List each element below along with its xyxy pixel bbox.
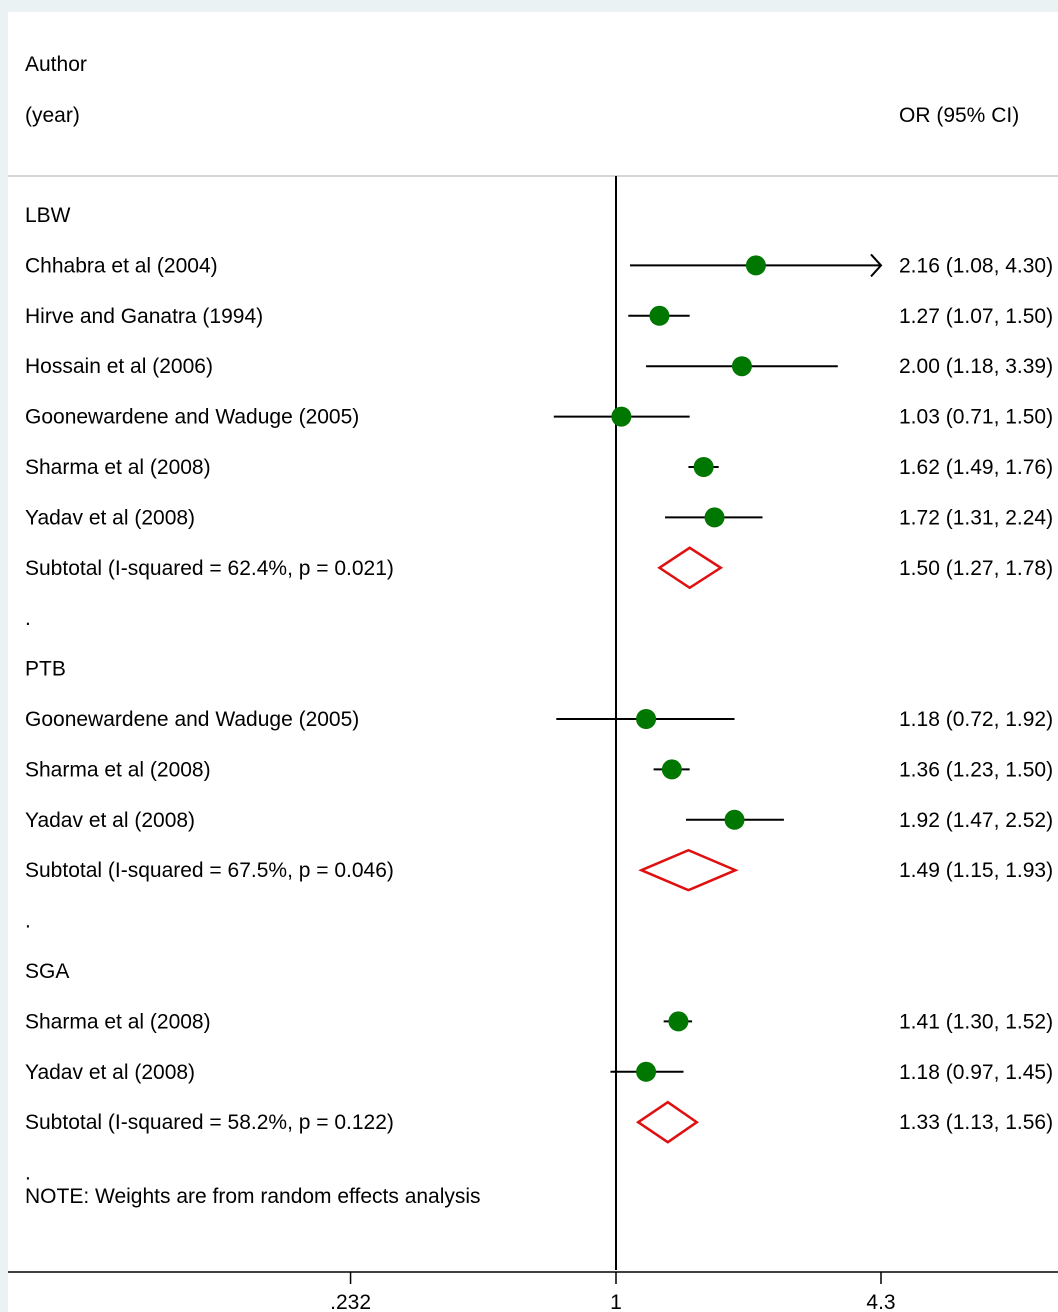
or-ci-value: 1.18 (0.97, 1.45) — [899, 1061, 1053, 1084]
or-ci-value: 2.16 (1.08, 4.30) — [899, 254, 1053, 277]
or-ci-header: OR (95% CI) — [899, 104, 1019, 127]
or-ci-value: 1.41 (1.30, 1.52) — [899, 1010, 1053, 1033]
study-label: Hirve and Ganatra (1994) — [25, 305, 263, 328]
or-ci-value: 1.03 (0.71, 1.50) — [899, 406, 1053, 429]
x-tick-label: 1 — [610, 1291, 622, 1312]
spacer-dot: . — [25, 607, 31, 630]
x-tick-label: .232 — [330, 1291, 371, 1312]
or-ci-value: 1.33 (1.13, 1.56) — [899, 1111, 1053, 1134]
study-label: Sharma et al (2008) — [25, 758, 211, 781]
spacer-dot: . — [25, 1162, 31, 1185]
or-ci-value: 1.92 (1.47, 2.52) — [899, 809, 1053, 832]
point-estimate — [611, 406, 632, 427]
point-estimate — [704, 507, 725, 528]
study-label: Yadav et al (2008) — [25, 809, 195, 832]
or-ci-value: 1.36 (1.23, 1.50) — [899, 758, 1053, 781]
group-label: PTB — [25, 658, 66, 681]
study-label: Goonewardene and Waduge (2005) — [25, 708, 359, 731]
point-estimate — [731, 356, 752, 377]
study-label: Sharma et al (2008) — [25, 1010, 211, 1033]
study-label: Yadav et al (2008) — [25, 1061, 195, 1084]
year-header: (year) — [25, 104, 80, 127]
subtotal-label: Subtotal (I-squared = 58.2%, p = 0.122) — [25, 1111, 394, 1134]
point-estimate — [649, 305, 670, 326]
or-ci-value: 1.50 (1.27, 1.78) — [899, 557, 1053, 580]
point-estimate — [636, 1061, 657, 1082]
plot-background — [8, 12, 1058, 1312]
subtotal-diamond — [638, 848, 739, 892]
spacer-dot: . — [25, 910, 31, 933]
or-ci-value: 1.18 (0.72, 1.92) — [899, 708, 1053, 731]
point-estimate — [724, 809, 745, 830]
x-axis-ticks: .232 1 4.3 — [330, 1272, 896, 1312]
subtotal-diamond — [657, 546, 724, 590]
subtotal-diamond — [635, 1100, 699, 1144]
or-ci-value: 1.49 (1.15, 1.93) — [899, 859, 1053, 882]
study-label: Goonewardene and Waduge (2005) — [25, 406, 359, 429]
group-label: SGA — [25, 960, 69, 983]
study-label: Chhabra et al (2004) — [25, 254, 218, 277]
group-label: LBW — [25, 204, 71, 227]
or-ci-value: 2.00 (1.18, 3.39) — [899, 355, 1053, 378]
author-header: Author — [25, 53, 87, 76]
study-label: Yadav et al (2008) — [25, 506, 195, 529]
point-estimate — [668, 1011, 689, 1032]
subtotal-label: Subtotal (I-squared = 67.5%, p = 0.046) — [25, 859, 394, 882]
forest-rows: LBW Chhabra et al (2004) 2.16 (1.08, 4.30)… — [25, 204, 1053, 1185]
x-tick-label: 4.3 — [866, 1291, 895, 1312]
point-estimate — [661, 759, 682, 780]
point-estimate — [745, 255, 766, 276]
study-label: Hossain et al (2006) — [25, 355, 213, 378]
point-estimate — [693, 457, 714, 477]
or-ci-value: 1.27 (1.07, 1.50) — [899, 305, 1053, 328]
ci-arrow — [870, 253, 883, 278]
study-label: Sharma et al (2008) — [25, 456, 211, 479]
point-estimate — [636, 709, 657, 729]
or-ci-value: 1.72 (1.31, 2.24) — [899, 506, 1053, 529]
or-ci-value: 1.62 (1.49, 1.76) — [899, 456, 1053, 479]
weights-note: NOTE: Weights are from random effects an… — [25, 1185, 481, 1208]
subtotal-label: Subtotal (I-squared = 62.4%, p = 0.021) — [25, 557, 394, 580]
